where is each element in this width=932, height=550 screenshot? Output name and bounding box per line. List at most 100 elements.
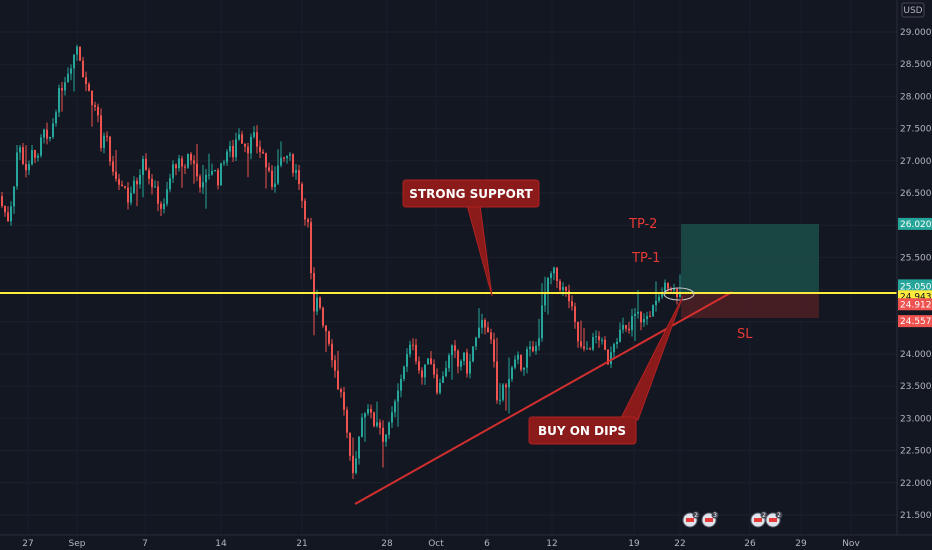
x-tick-label: 22 (674, 539, 685, 549)
candle-body (442, 376, 444, 383)
y-tick-label: 23.000 (900, 414, 932, 424)
time-axis[interactable]: 27 Sep 7 14 21 28 Oct 6 12 19 22 26 29 Nov (22, 539, 860, 549)
event-markers[interactable]: 2 3 2 2 (682, 511, 783, 528)
y-tick-label: 22.500 (900, 447, 932, 457)
candle-body (610, 352, 612, 365)
event-count-badge (760, 511, 768, 519)
candle-body (484, 320, 486, 328)
candle-body (31, 150, 33, 165)
candle-body (145, 158, 147, 171)
candle-body (268, 167, 270, 171)
candle-body (61, 88, 63, 91)
event-count-badge (711, 511, 719, 519)
candle-body (373, 412, 375, 426)
candle-body (43, 129, 45, 138)
candle-body (343, 392, 345, 410)
tp2-label: TP-2 (628, 217, 657, 232)
x-tick-label: Nov (842, 539, 860, 549)
flag-stripe (769, 518, 777, 522)
candle-body (25, 163, 27, 171)
candle-body (547, 278, 549, 294)
candle-body (172, 164, 174, 179)
candle-body (40, 137, 42, 156)
price-tag-yellow: 24.943 (900, 292, 932, 302)
candle-body (382, 427, 384, 442)
candle-body (487, 327, 489, 333)
candle-body (448, 355, 450, 369)
candle-body (37, 155, 39, 158)
candle-body (457, 350, 459, 367)
candle-body (556, 267, 558, 282)
candle-body (181, 158, 183, 167)
candle-body (355, 458, 357, 473)
x-tick-label: 14 (215, 539, 227, 549)
candle-body (406, 354, 408, 367)
candle-body (88, 84, 90, 91)
candle-body (412, 344, 414, 346)
candle-body (496, 361, 498, 401)
candle-body (463, 352, 465, 361)
candle-body (166, 189, 168, 204)
candle-body (475, 337, 477, 347)
candle-body (49, 136, 51, 139)
x-tick-label: 27 (22, 539, 33, 549)
candle-body (238, 134, 240, 140)
candle-body (322, 307, 324, 326)
y-tick-label: 21.500 (900, 511, 932, 521)
candle-body (481, 320, 483, 328)
candle-body (388, 422, 390, 435)
candle-body (679, 292, 681, 298)
candles (1, 44, 681, 479)
candle-body (613, 344, 615, 353)
event-count: 3 (713, 512, 717, 519)
candle-body (589, 348, 591, 350)
candle-body (211, 170, 213, 175)
candle-body (508, 379, 510, 388)
candle-body (592, 336, 594, 350)
candle-body (109, 136, 111, 162)
candle-body (469, 361, 471, 374)
candle-body (628, 328, 630, 331)
candle-body (619, 329, 621, 342)
candle-body (277, 165, 279, 184)
candle-body (337, 370, 339, 390)
candle-body (454, 345, 456, 351)
current-price-label: 25.050 (900, 282, 932, 292)
candle-body (646, 316, 648, 320)
candle-body (565, 287, 567, 291)
x-tick-label: 28 (381, 539, 393, 549)
candle-body (79, 46, 81, 61)
candle-body (538, 338, 540, 346)
candle-body (106, 135, 108, 137)
candle-body (217, 169, 219, 186)
candle-body (334, 360, 336, 371)
candle-body (505, 384, 507, 388)
candle-body (226, 151, 228, 163)
candle-body (643, 319, 645, 323)
candle-body (559, 281, 561, 290)
candle-body (574, 306, 576, 322)
candle-body (433, 364, 435, 375)
event-count-badge (692, 511, 700, 519)
candle-body (607, 349, 609, 365)
tp1-label: TP-1 (631, 251, 660, 266)
x-tick-label: 21 (296, 539, 307, 549)
candle-body (91, 90, 93, 106)
candle-body (418, 361, 420, 371)
candle-body (502, 384, 504, 400)
candle-body (298, 170, 300, 184)
candle-body (295, 170, 297, 173)
candle-body (259, 146, 261, 152)
candle-body (286, 155, 288, 159)
buy-on-dips-callout: BUY ON DIPS (528, 295, 684, 445)
candle-body (178, 158, 180, 169)
candle-body (499, 399, 501, 401)
x-tick-label: Sep (69, 539, 86, 549)
candle-body (658, 296, 660, 301)
currency-badge[interactable] (901, 2, 925, 18)
candle-body (136, 180, 138, 185)
candle-body (184, 166, 186, 168)
candle-body (445, 368, 447, 377)
candle-body (655, 300, 657, 306)
